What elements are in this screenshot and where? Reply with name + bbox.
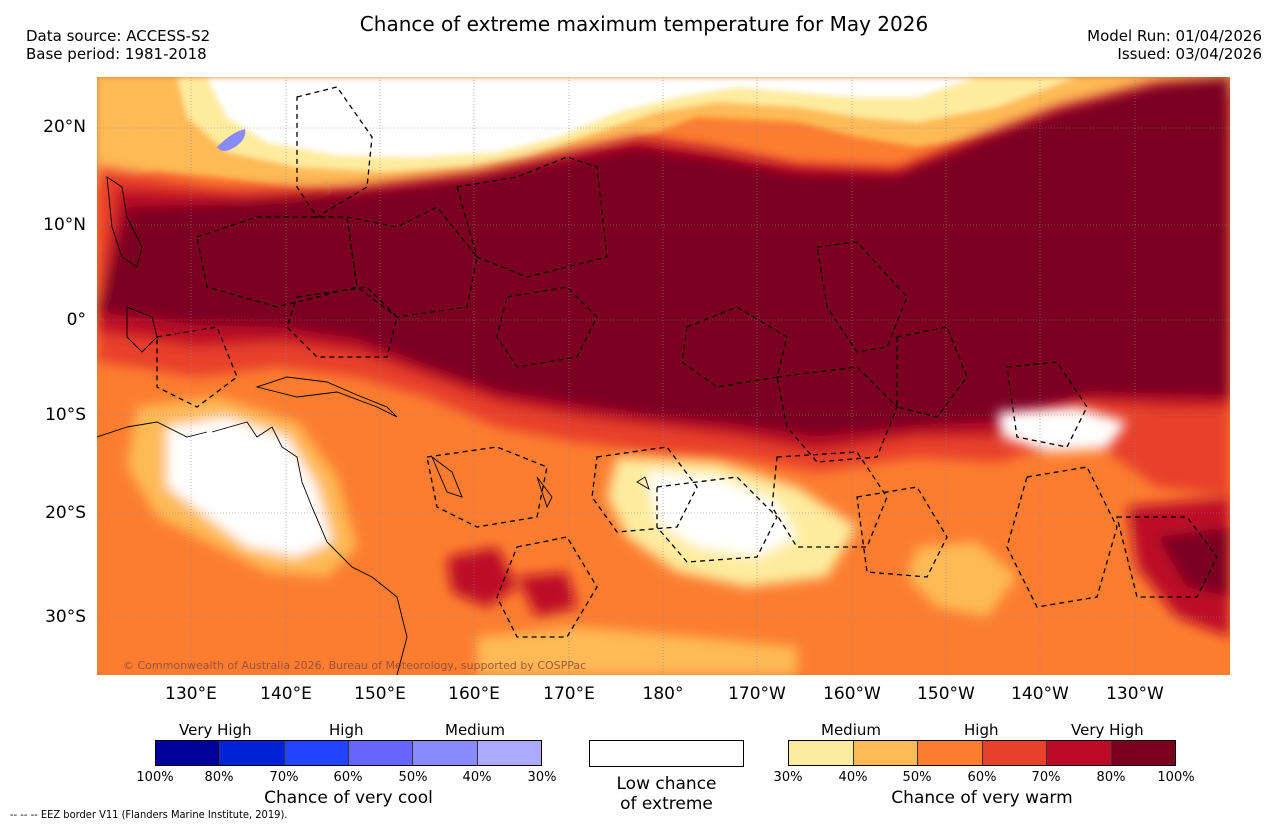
- lon-label-130w: 130°W: [1106, 684, 1164, 704]
- map-title: Chance of extreme maximum temperature fo…: [359, 12, 929, 36]
- lon-label-140w: 140°W: [1011, 684, 1069, 704]
- cool-high-label: High: [329, 721, 364, 739]
- lon-label-180: 180°: [642, 684, 684, 704]
- lat-label-0: 0°: [66, 310, 86, 330]
- warm-swatch-1: [853, 741, 918, 765]
- coastlines: [97, 176, 650, 675]
- warm-swatch-3: [982, 741, 1047, 765]
- cool-tick: 30%: [527, 770, 557, 785]
- warm-tick: 40%: [838, 770, 868, 785]
- cool-swatch-3: [348, 741, 414, 765]
- data-source: Data source: ACCESS-S2: [26, 27, 211, 45]
- cool-swatch-0: [156, 741, 221, 765]
- source-info: Data source: ACCESS-S2 Base period: 1981…: [26, 27, 210, 63]
- cool-tick: 70%: [269, 770, 299, 785]
- lon-label-170w: 170°W: [728, 684, 786, 704]
- low-chance-line2: of extreme: [620, 794, 713, 814]
- cool-very-high-label: Very High: [179, 721, 252, 739]
- lon-label-160e: 160°E: [448, 684, 500, 704]
- cool-tick: 40%: [462, 770, 492, 785]
- cool-swatch-5: [477, 741, 541, 765]
- issued-date: Issued: 03/04/2026: [1117, 45, 1262, 63]
- lon-label-170e: 170°E: [543, 684, 595, 704]
- warm-swatch-2: [918, 741, 983, 765]
- warm-medium-label: Medium: [821, 721, 881, 739]
- eez-footnote: -- -- -- EEZ border V11 (Flanders Marine…: [10, 808, 288, 821]
- low-chance-label: Low chance of extreme: [589, 774, 744, 814]
- cool-colorbar: [155, 740, 542, 766]
- lon-label-140e: 140°E: [260, 684, 312, 704]
- lat-label-10s: 10°S: [45, 405, 86, 425]
- map-canvas: [97, 77, 1230, 675]
- cool-swatch-1: [220, 741, 285, 765]
- gridlines: [97, 77, 1230, 675]
- warm-very-high-label: Very High: [1071, 721, 1144, 739]
- lat-label-10n: 10°N: [43, 215, 86, 235]
- lon-label-160w: 160°W: [823, 684, 881, 704]
- cool-tick: 50%: [398, 770, 428, 785]
- cool-swatch-4: [413, 741, 478, 765]
- lat-label-20n: 20°N: [43, 117, 86, 137]
- cool-tick: 60%: [333, 770, 363, 785]
- copyright-notice: © Commonwealth of Australia 2026, Bureau…: [123, 659, 587, 672]
- warm-swatch-0: [789, 741, 854, 765]
- warm-tick: 80%: [1096, 770, 1126, 785]
- forecast-map: © Commonwealth of Australia 2026, Bureau…: [97, 77, 1230, 675]
- eez-borders: [156, 86, 1218, 638]
- warm-tick: 100%: [1157, 770, 1195, 785]
- warm-swatch-4: [1047, 741, 1112, 765]
- warm-swatch-5: [1111, 741, 1175, 765]
- lon-label-150e: 150°E: [354, 684, 406, 704]
- low-chance-swatch: [589, 740, 744, 767]
- warm-high-label: High: [964, 721, 999, 739]
- model-run: Model Run: 01/04/2026: [1087, 27, 1262, 45]
- cool-tick: 100%: [136, 770, 174, 785]
- north-light-zone: [97, 77, 1230, 195]
- warm-tick: 70%: [1031, 770, 1061, 785]
- base-period: Base period: 1981-2018: [26, 45, 207, 63]
- warm-colorbar: [788, 740, 1176, 766]
- warm-tick: 60%: [967, 770, 997, 785]
- lat-label-20s: 20°S: [45, 503, 86, 523]
- cool-swatch-2: [284, 741, 349, 765]
- cool-medium-label: Medium: [445, 721, 505, 739]
- warm-tick: 50%: [902, 770, 932, 785]
- cool-tick: 80%: [204, 770, 234, 785]
- warm-caption: Chance of very warm: [891, 788, 1073, 808]
- lat-label-30s: 30°S: [45, 607, 86, 627]
- run-info: Model Run: 01/04/2026 Issued: 03/04/2026: [1087, 27, 1262, 63]
- cool-caption: Chance of very cool: [264, 788, 433, 808]
- cool-patch: [217, 129, 246, 151]
- warm-tick: 30%: [773, 770, 803, 785]
- south-light-zone: [127, 397, 1230, 675]
- lon-label-130e: 130°E: [165, 684, 217, 704]
- low-chance-line1: Low chance: [616, 774, 717, 794]
- lon-label-150w: 150°W: [917, 684, 975, 704]
